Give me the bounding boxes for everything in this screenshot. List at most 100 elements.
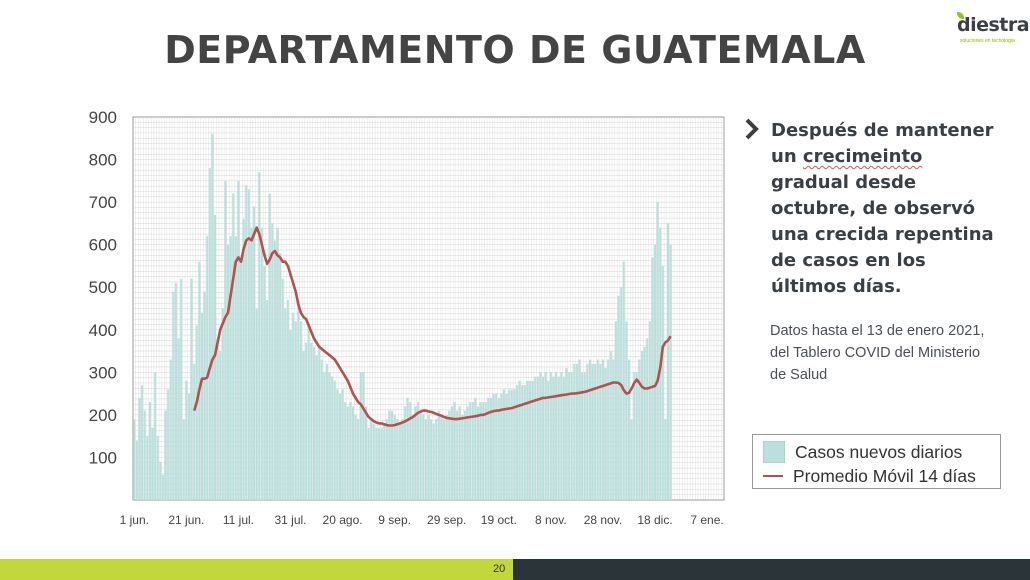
bar-daily-cases: [180, 278, 183, 500]
bar-daily-cases: [146, 436, 149, 500]
bar-daily-cases: [627, 359, 630, 500]
bar-daily-cases: [411, 414, 414, 500]
bar-daily-cases: [581, 372, 584, 500]
bar-daily-cases: [167, 389, 170, 500]
bar-daily-cases: [417, 402, 420, 500]
bar-daily-cases: [211, 134, 214, 500]
legend-item-bars: Casos nuevos diarios: [763, 440, 962, 464]
bar-daily-cases: [185, 380, 188, 500]
bar-daily-cases: [203, 291, 206, 500]
bar-daily-cases: [281, 278, 284, 500]
bar-daily-cases: [315, 355, 318, 500]
bar-daily-cases: [458, 406, 461, 500]
bar-daily-cases: [609, 351, 612, 500]
bar-daily-cases: [424, 419, 427, 500]
bar-daily-cases: [482, 402, 485, 500]
key-message-part-2: gradual desde octubre, de observó una cr…: [771, 172, 994, 297]
bar-daily-cases: [552, 376, 555, 500]
bar-daily-cases: [148, 402, 151, 500]
bar-daily-cases: [247, 189, 250, 500]
bar-daily-cases: [437, 410, 440, 500]
bar-daily-cases: [240, 261, 243, 500]
bar-daily-cases: [596, 359, 599, 500]
bar-daily-cases: [323, 372, 326, 500]
bar-daily-cases: [638, 359, 641, 500]
bar-daily-cases: [450, 406, 453, 500]
bar-daily-cases: [328, 372, 331, 500]
bar-daily-cases: [266, 299, 269, 500]
bar-daily-cases: [401, 419, 404, 500]
bar-daily-cases: [495, 393, 498, 500]
bar-daily-cases: [305, 342, 308, 500]
y-tick-label: 600: [89, 236, 117, 255]
bar-daily-cases: [318, 346, 321, 500]
bar-daily-cases: [471, 402, 474, 500]
bar-daily-cases: [406, 397, 409, 500]
bar-daily-cases: [333, 380, 336, 500]
bar-daily-cases: [187, 393, 190, 500]
bar-daily-cases: [654, 244, 656, 500]
bar-daily-cases: [640, 351, 643, 500]
bar-daily-cases: [388, 410, 391, 500]
bar-daily-cases: [352, 406, 354, 500]
bar-daily-cases: [286, 299, 289, 500]
bar-daily-cases: [310, 342, 313, 500]
logo-wordmark: diestra: [957, 14, 1030, 36]
legend-label-line: Promedio Móvil 14 días: [793, 465, 976, 486]
bar-daily-cases: [404, 406, 407, 500]
footer-bar-dark: [513, 559, 1030, 580]
bar-daily-cases: [258, 172, 261, 501]
bar-daily-cases: [484, 402, 487, 500]
bar-daily-cases: [398, 423, 401, 500]
bar-daily-cases: [448, 410, 451, 500]
bar-daily-cases: [461, 414, 464, 500]
bar-daily-cases: [232, 193, 235, 500]
bar-daily-cases: [372, 423, 375, 500]
bar-daily-cases: [141, 385, 144, 500]
y-tick-label: 100: [89, 448, 117, 467]
bar-daily-cases: [271, 223, 274, 500]
bar-daily-cases: [276, 227, 279, 500]
bar-daily-cases: [453, 402, 456, 500]
bar-daily-cases: [208, 168, 211, 501]
bar-daily-cases: [307, 325, 310, 500]
x-tick-label: 8 nov.: [535, 513, 567, 527]
bar-daily-cases: [312, 346, 315, 500]
bar-daily-cases: [362, 372, 365, 500]
bar-daily-cases: [523, 385, 526, 500]
bar-daily-cases: [344, 402, 347, 500]
bar-daily-cases: [224, 180, 227, 501]
bar-daily-cases: [229, 236, 232, 500]
bar-daily-cases: [474, 397, 477, 500]
bar-daily-cases: [138, 397, 141, 500]
key-message: Después de mantener un crecimeinto gradu…: [771, 118, 1001, 300]
bar-daily-cases: [302, 351, 305, 500]
bar-daily-cases: [487, 397, 490, 500]
x-tick-label: 1 jun.: [120, 513, 149, 527]
bar-daily-cases: [385, 419, 388, 500]
bar-daily-cases: [292, 312, 295, 500]
bar-daily-cases: [174, 282, 177, 500]
bar-daily-cases: [529, 380, 532, 500]
y-tick-label: 800: [89, 151, 117, 170]
bar-daily-cases: [513, 389, 516, 500]
bar-daily-cases: [516, 385, 519, 500]
bar-daily-cases: [177, 338, 180, 500]
slide-title: DEPARTAMENTO DE GUATEMALA: [164, 28, 866, 72]
bar-daily-cases: [365, 406, 368, 500]
bar-daily-cases: [531, 380, 534, 500]
bar-daily-cases: [536, 376, 539, 500]
bar-daily-cases: [245, 185, 248, 501]
bar-daily-cases: [443, 419, 446, 500]
bar-daily-cases: [422, 414, 425, 500]
bar-daily-cases: [575, 363, 578, 500]
bar-daily-cases: [346, 406, 349, 500]
bar-daily-cases: [284, 308, 287, 500]
bar-daily-cases: [419, 410, 422, 500]
legend-item-line: Promedio Móvil 14 días: [763, 464, 976, 488]
bar-daily-cases: [534, 376, 537, 500]
bar-daily-cases: [565, 368, 568, 500]
bar-daily-cases: [526, 380, 529, 500]
bar-daily-cases: [133, 419, 136, 500]
y-tick-label: 900: [89, 108, 117, 127]
